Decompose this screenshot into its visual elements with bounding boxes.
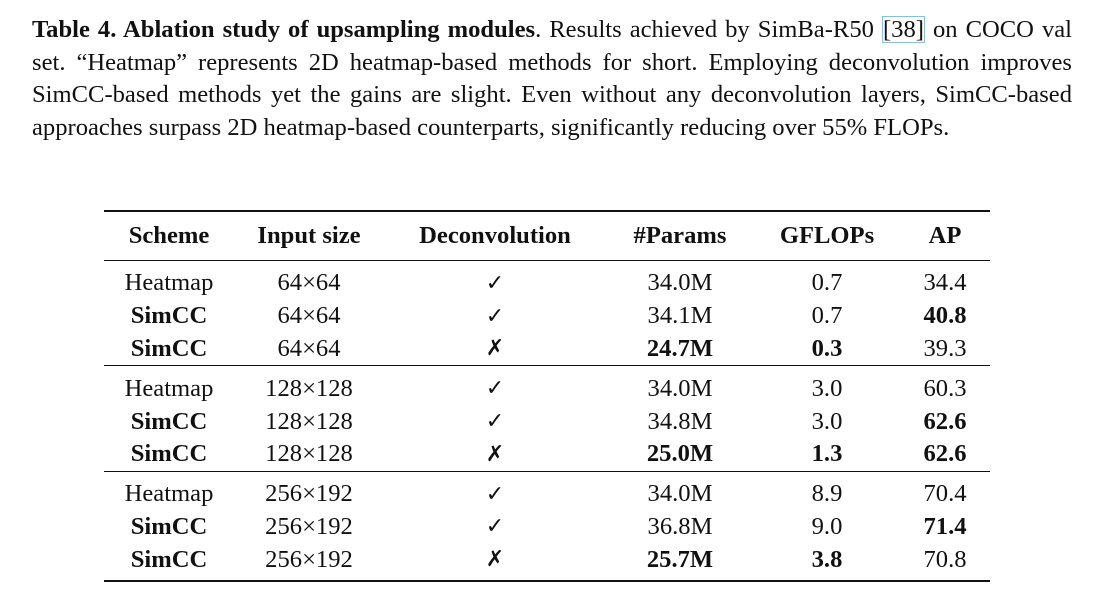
header-scheme: Scheme [128,222,210,249]
cell-ap: 70.8 [923,545,967,573]
cell-params: 25.0M [646,440,714,468]
cell-input-size: 64×64 [277,269,341,297]
cell-params: 34.0M [647,269,713,297]
cell-ap: 40.8 [923,302,967,330]
table-header-row: Scheme Input size Deconvolution #Params … [104,211,990,261]
cell-ap: 39.3 [923,334,967,362]
group-128x128: Heatmap 128×128 ✓ 34.0M 3.0 60.3 SimCC 1… [104,365,990,471]
cell-scheme: SimCC [130,407,208,435]
cell-params: 24.7M [646,334,714,362]
table-row: SimCC 256×192 ✓ 36.8M 9.0 71.4 [104,511,990,544]
cell-ap: 71.4 [923,512,967,540]
cell-input-size: 256×192 [265,512,353,540]
cell-params: 25.7M [646,545,714,573]
table-row: SimCC 128×128 ✗ 25.0M 1.3 62.6 [104,438,990,471]
header-gflops: GFLOPs [779,222,875,249]
cell-gflops: 1.3 [811,440,843,468]
table-row: Heatmap 256×192 ✓ 34.0M 8.9 70.4 [104,470,990,511]
cross-icon: ✗ [485,336,505,362]
caption-title: Table 4. Ablation study of upsampling mo… [32,16,536,43]
caption-text-before-ref: . Results achieved by SimBa-R50 [535,16,882,43]
cell-input-size: 128×128 [234,365,384,406]
cell-params: 34.1M [647,302,713,330]
checkmark-icon: ✓ [485,409,505,435]
table-row: Heatmap 128×128 ✓ 34.0M 3.0 60.3 [104,365,990,406]
cell-gflops: 3.0 [811,407,843,435]
cell-gflops: 9.0 [811,512,843,540]
cell-params: 34.8M [647,407,713,435]
cell-gflops: 0.3 [811,334,843,362]
cell-params: 34.0M [606,365,754,406]
table-row: SimCC 64×64 ✓ 34.1M 0.7 40.8 [104,300,990,333]
cell-scheme: SimCC [130,512,208,540]
cell-scheme: SimCC [130,440,208,468]
checkmark-icon: ✓ [384,365,606,406]
header-ap: AP [928,222,962,249]
cell-gflops: 0.7 [811,269,843,297]
checkmark-icon: ✓ [485,270,505,296]
citation-link[interactable]: [38] [881,16,925,43]
cell-ap: 62.6 [923,440,967,468]
cell-scheme: Heatmap [104,365,234,406]
cell-ap: 62.6 [923,407,967,435]
cell-input-size: 128×128 [265,440,353,468]
group-256x192: Heatmap 256×192 ✓ 34.0M 8.9 70.4 SimCC 2… [104,470,990,582]
cell-scheme: Heatmap [124,269,214,297]
cell-input-size: 64×64 [277,302,341,330]
cell-scheme: Heatmap [104,470,234,511]
cell-input-size: 256×192 [265,545,353,573]
cell-params: 36.8M [647,512,713,540]
cell-ap: 70.4 [900,470,990,511]
cell-ap: 60.3 [900,365,990,406]
checkmark-icon: ✓ [485,303,505,329]
cross-icon: ✗ [485,441,505,467]
cell-scheme: SimCC [130,545,208,573]
cell-gflops: 3.8 [811,545,843,573]
cell-ap: 34.4 [923,269,967,297]
caption-text-after-ref: on COCO val set. “Heatmap” represents 2D… [32,16,1072,141]
checkmark-icon: ✓ [485,514,505,540]
cell-gflops: 0.7 [811,302,843,330]
header-params: #Params [633,222,727,249]
cell-gflops: 3.0 [754,365,900,406]
table-row: SimCC 256×192 ✗ 25.7M 3.8 70.8 [104,543,990,582]
cell-input-size: 128×128 [265,407,353,435]
cross-icon: ✗ [485,547,505,573]
cell-scheme: SimCC [130,302,208,330]
cell-params: 34.0M [606,470,754,511]
table-row: SimCC 64×64 ✗ 24.7M 0.3 39.3 [104,333,990,366]
table-row: SimCC 128×128 ✓ 34.8M 3.0 62.6 [104,405,990,438]
header-deconvolution: Deconvolution [419,222,571,249]
table-row: Heatmap 64×64 ✓ 34.0M 0.7 34.4 [104,261,990,300]
table-caption: Table 4. Ablation study of upsampling mo… [32,14,1072,144]
ablation-table: Scheme Input size Deconvolution #Params … [104,210,990,582]
cell-input-size: 256×192 [234,470,384,511]
cell-scheme: SimCC [130,334,208,362]
cell-input-size: 64×64 [277,334,341,362]
checkmark-icon: ✓ [384,470,606,511]
cell-gflops: 8.9 [754,470,900,511]
group-64x64: Heatmap 64×64 ✓ 34.0M 0.7 34.4 SimCC 64×… [104,261,990,366]
header-input-size: Input size [257,222,361,249]
